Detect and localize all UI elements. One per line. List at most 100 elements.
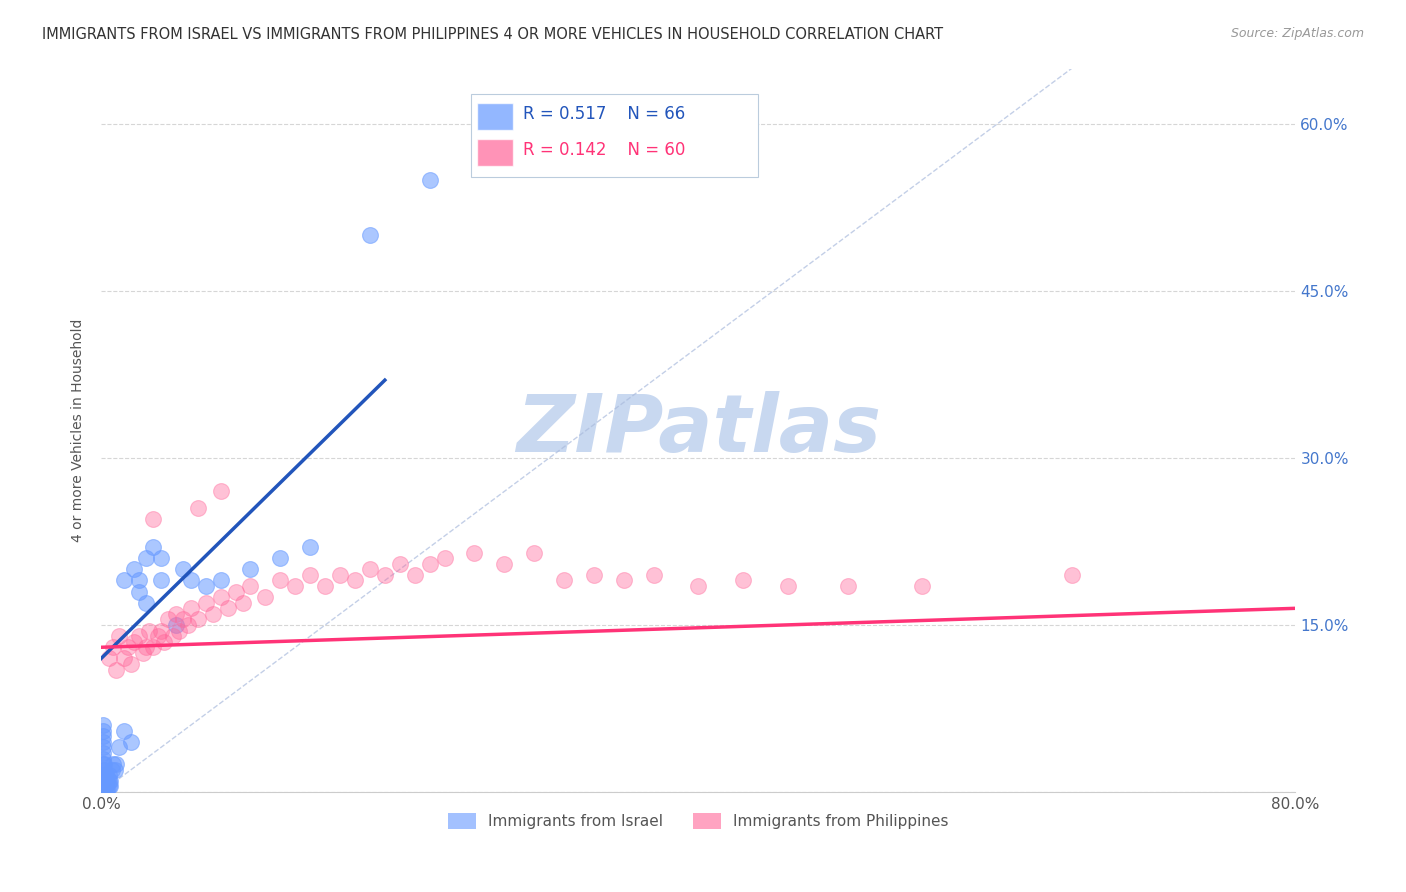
Point bbox=[209, 590, 232, 604]
Point bbox=[172, 562, 194, 576]
Point bbox=[94, 780, 117, 794]
Point bbox=[91, 784, 114, 798]
Y-axis label: 4 or more Vehicles in Household: 4 or more Vehicles in Household bbox=[72, 318, 86, 542]
Point bbox=[91, 778, 114, 792]
Point bbox=[96, 776, 118, 790]
Point bbox=[142, 540, 165, 554]
Point bbox=[91, 776, 114, 790]
Point bbox=[359, 228, 381, 243]
Point bbox=[177, 618, 200, 632]
Point bbox=[146, 629, 169, 643]
Point bbox=[120, 657, 142, 671]
Point bbox=[117, 640, 139, 655]
Point bbox=[101, 640, 124, 655]
Point bbox=[180, 601, 202, 615]
Point bbox=[135, 596, 157, 610]
Point bbox=[142, 640, 165, 655]
Point bbox=[94, 782, 117, 797]
Point bbox=[101, 757, 124, 772]
Point bbox=[91, 773, 114, 788]
Point bbox=[209, 484, 232, 499]
Point bbox=[359, 562, 381, 576]
Point bbox=[93, 776, 115, 790]
Point bbox=[643, 568, 665, 582]
Text: R = 0.142    N = 60: R = 0.142 N = 60 bbox=[523, 141, 685, 160]
Point bbox=[93, 781, 115, 796]
Bar bbox=[478, 138, 513, 166]
Point bbox=[94, 773, 117, 788]
Point bbox=[153, 634, 176, 648]
Point bbox=[187, 501, 209, 516]
Point bbox=[688, 579, 710, 593]
Point bbox=[149, 551, 172, 566]
Point bbox=[91, 768, 114, 782]
Point bbox=[463, 546, 485, 560]
Point bbox=[165, 607, 187, 621]
Point bbox=[93, 772, 115, 786]
Point bbox=[100, 763, 122, 777]
Point bbox=[91, 757, 114, 772]
Point bbox=[122, 562, 145, 576]
Point bbox=[194, 596, 217, 610]
Point bbox=[209, 574, 232, 588]
Point bbox=[94, 768, 117, 782]
Point bbox=[91, 781, 114, 796]
Point bbox=[128, 574, 150, 588]
Point bbox=[167, 624, 190, 638]
Text: Source: ZipAtlas.com: Source: ZipAtlas.com bbox=[1230, 27, 1364, 40]
Point bbox=[135, 640, 157, 655]
Point bbox=[108, 629, 131, 643]
Point bbox=[93, 757, 115, 772]
Point bbox=[343, 574, 366, 588]
Point bbox=[91, 723, 114, 738]
Point bbox=[284, 579, 307, 593]
Point bbox=[93, 768, 115, 782]
Point bbox=[91, 780, 114, 795]
Point bbox=[149, 624, 172, 638]
Point bbox=[494, 557, 516, 571]
Point bbox=[97, 780, 120, 794]
Point bbox=[91, 777, 114, 791]
Point bbox=[269, 574, 291, 588]
Point bbox=[202, 607, 225, 621]
Point bbox=[162, 629, 184, 643]
Point bbox=[91, 746, 114, 760]
Point bbox=[112, 574, 135, 588]
Legend: Immigrants from Israel, Immigrants from Philippines: Immigrants from Israel, Immigrants from … bbox=[441, 806, 955, 835]
Text: R = 0.517    N = 66: R = 0.517 N = 66 bbox=[523, 105, 685, 123]
Point bbox=[96, 781, 118, 796]
Point bbox=[91, 782, 114, 797]
Point bbox=[239, 579, 262, 593]
Point bbox=[91, 729, 114, 743]
Point bbox=[97, 651, 120, 665]
Point bbox=[138, 624, 160, 638]
Point bbox=[112, 723, 135, 738]
Point bbox=[419, 173, 441, 187]
Point bbox=[93, 780, 115, 794]
Point bbox=[128, 584, 150, 599]
Point bbox=[374, 568, 396, 582]
Point bbox=[128, 629, 150, 643]
Point bbox=[91, 772, 114, 786]
Point bbox=[108, 740, 131, 755]
Point bbox=[582, 568, 605, 582]
Point bbox=[776, 579, 799, 593]
Point bbox=[135, 551, 157, 566]
Point bbox=[122, 634, 145, 648]
Text: ZIPatlas: ZIPatlas bbox=[516, 392, 880, 469]
Point bbox=[91, 780, 114, 794]
Point bbox=[523, 546, 546, 560]
Point bbox=[91, 735, 114, 749]
Point bbox=[97, 773, 120, 788]
Point bbox=[553, 574, 575, 588]
Point bbox=[194, 579, 217, 593]
Point bbox=[120, 735, 142, 749]
Point bbox=[98, 780, 121, 794]
Point bbox=[91, 740, 114, 755]
Point bbox=[91, 751, 114, 765]
Point bbox=[142, 512, 165, 526]
Point bbox=[419, 557, 441, 571]
Point bbox=[837, 579, 859, 593]
Point bbox=[217, 601, 239, 615]
Point bbox=[105, 757, 128, 772]
